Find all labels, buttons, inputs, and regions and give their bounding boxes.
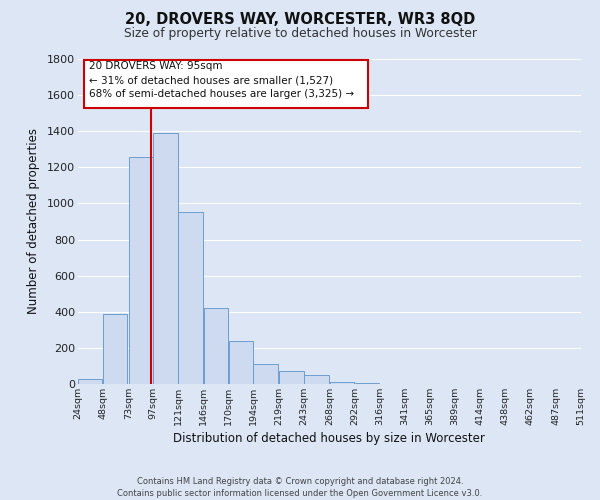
Text: Contains HM Land Registry data © Crown copyright and database right 2024.
Contai: Contains HM Land Registry data © Crown c… <box>118 476 482 498</box>
Text: 20 DROVERS WAY: 95sqm
← 31% of detached houses are smaller (1,527)
68% of semi-d: 20 DROVERS WAY: 95sqm ← 31% of detached … <box>89 62 355 100</box>
Text: 20, DROVERS WAY, WORCESTER, WR3 8QD: 20, DROVERS WAY, WORCESTER, WR3 8QD <box>125 12 475 28</box>
Bar <box>279 372 304 384</box>
Bar <box>178 212 203 384</box>
Bar <box>229 342 253 384</box>
Bar <box>103 314 127 384</box>
X-axis label: Distribution of detached houses by size in Worcester: Distribution of detached houses by size … <box>173 432 485 445</box>
Bar <box>355 383 379 384</box>
Y-axis label: Number of detached properties: Number of detached properties <box>27 128 40 314</box>
Bar <box>304 375 329 384</box>
FancyBboxPatch shape <box>84 60 368 108</box>
Text: Size of property relative to detached houses in Worcester: Size of property relative to detached ho… <box>124 28 476 40</box>
Bar <box>204 308 229 384</box>
Bar <box>78 380 103 384</box>
Bar <box>128 158 153 384</box>
Bar <box>253 364 278 384</box>
Bar <box>154 133 178 384</box>
Bar <box>330 382 355 384</box>
